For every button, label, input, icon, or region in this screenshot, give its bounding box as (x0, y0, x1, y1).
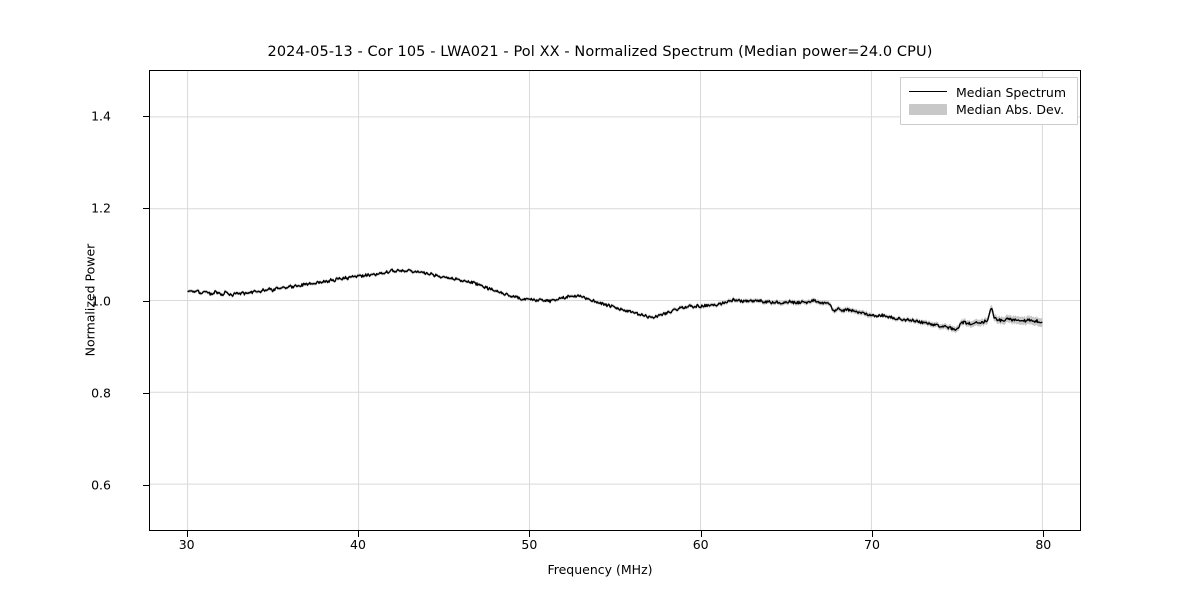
spectrum-data (187, 267, 1043, 334)
x-tick-mark (186, 531, 188, 537)
x-tick-label: 60 (692, 537, 709, 552)
y-tick-mark (143, 300, 149, 302)
y-tick-mark (143, 208, 149, 210)
x-tick-label: 30 (178, 537, 195, 552)
legend-line-icon (909, 86, 947, 98)
x-tick-label: 70 (864, 537, 880, 552)
legend[interactable]: Median Spectrum Median Abs. Dev. (900, 77, 1078, 125)
y-tick-label: 0.6 (91, 477, 111, 493)
x-axis-label: Frequency (MHz) (547, 562, 653, 577)
x-tick-mark (358, 531, 359, 537)
legend-patch-icon (909, 103, 947, 115)
median-spectrum-line (187, 268, 1043, 332)
y-tick-mark (143, 484, 149, 486)
y-tick-label: 1.4 (91, 108, 111, 124)
y-tick-label: 1.0 (91, 293, 111, 308)
legend-item-1[interactable]: Median Spectrum (909, 84, 1069, 100)
x-tick-mark (871, 531, 873, 537)
page-title: 2024-05-13 - Cor 105 - LWA021 - Pol XX -… (267, 44, 933, 60)
x-tick-mark (700, 531, 702, 537)
x-tick-mark (1043, 531, 1045, 537)
legend-item-2[interactable]: Median Abs. Dev. (909, 101, 1069, 117)
y-tick-mark (143, 116, 149, 118)
legend-item-label: Median Abs. Dev. (956, 101, 1065, 117)
y-tick-mark (143, 392, 149, 394)
x-tick-label: 80 (1035, 537, 1052, 552)
x-tick-label: 50 (521, 537, 538, 552)
mad-band (187, 267, 1043, 334)
plot-axes (149, 70, 1081, 531)
legend-item-label: Median Spectrum (956, 84, 1067, 100)
x-tick-label: 40 (350, 537, 366, 552)
grid-lines (150, 71, 1080, 530)
y-tick-label: 1.2 (91, 200, 111, 216)
x-tick-mark (529, 531, 531, 537)
y-tick-label: 0.8 (91, 385, 111, 401)
